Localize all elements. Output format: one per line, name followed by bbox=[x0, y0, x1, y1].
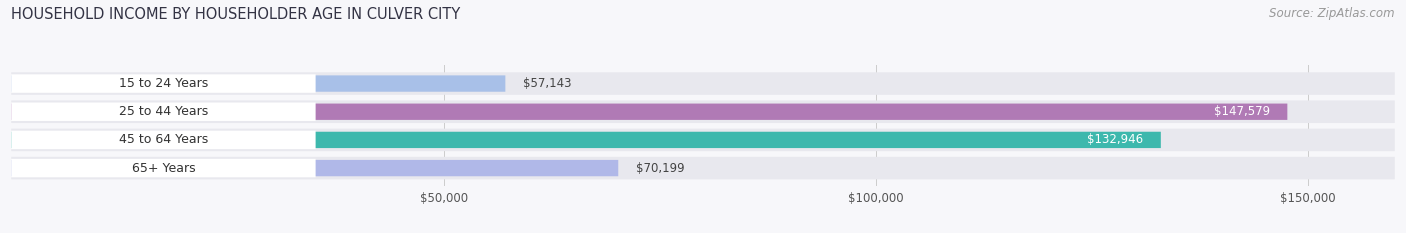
Text: $57,143: $57,143 bbox=[523, 77, 571, 90]
FancyBboxPatch shape bbox=[11, 103, 1288, 120]
Text: 15 to 24 Years: 15 to 24 Years bbox=[120, 77, 208, 90]
FancyBboxPatch shape bbox=[11, 132, 1161, 148]
Text: 65+ Years: 65+ Years bbox=[132, 161, 195, 175]
FancyBboxPatch shape bbox=[11, 100, 1395, 123]
Text: 25 to 44 Years: 25 to 44 Years bbox=[120, 105, 208, 118]
FancyBboxPatch shape bbox=[11, 103, 315, 121]
Text: Source: ZipAtlas.com: Source: ZipAtlas.com bbox=[1270, 7, 1395, 20]
Text: $147,579: $147,579 bbox=[1213, 105, 1270, 118]
Text: $70,199: $70,199 bbox=[636, 161, 685, 175]
FancyBboxPatch shape bbox=[11, 160, 619, 176]
FancyBboxPatch shape bbox=[11, 131, 315, 149]
FancyBboxPatch shape bbox=[11, 75, 505, 92]
Text: HOUSEHOLD INCOME BY HOUSEHOLDER AGE IN CULVER CITY: HOUSEHOLD INCOME BY HOUSEHOLDER AGE IN C… bbox=[11, 7, 461, 22]
Text: $132,946: $132,946 bbox=[1087, 134, 1143, 146]
FancyBboxPatch shape bbox=[11, 157, 1395, 179]
FancyBboxPatch shape bbox=[11, 129, 1395, 151]
FancyBboxPatch shape bbox=[11, 72, 1395, 95]
Text: 45 to 64 Years: 45 to 64 Years bbox=[120, 134, 208, 146]
FancyBboxPatch shape bbox=[11, 74, 315, 93]
FancyBboxPatch shape bbox=[11, 159, 315, 177]
